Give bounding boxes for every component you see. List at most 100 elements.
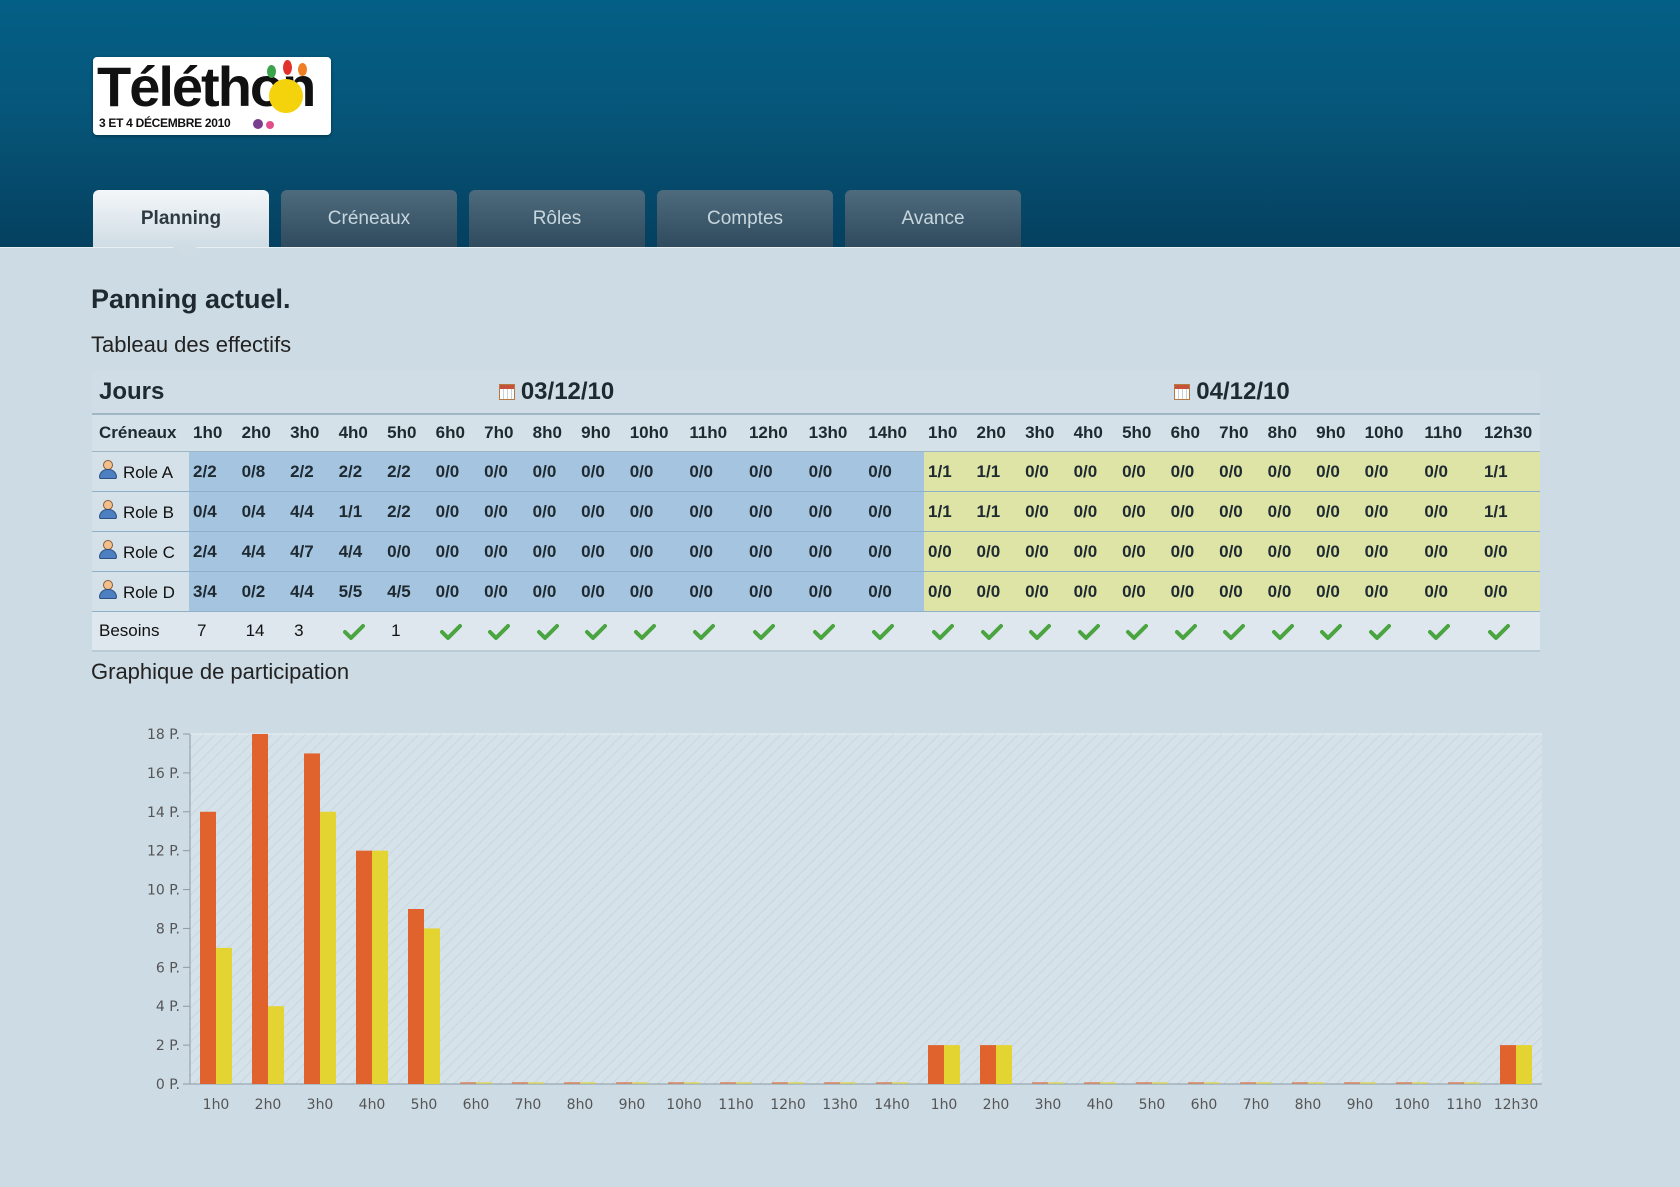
bar-series-1[interactable]	[876, 1082, 892, 1084]
bar-series-2[interactable]	[424, 928, 440, 1084]
bar-series-2[interactable]	[1204, 1082, 1220, 1084]
y-tick-label: 16 P.	[147, 766, 180, 782]
bar-series-1[interactable]	[1032, 1082, 1048, 1084]
bar-series-1[interactable]	[512, 1082, 528, 1084]
staffing-cell: 0/0	[924, 571, 973, 612]
staffing-cell: 4/4	[237, 531, 287, 572]
plot-area	[190, 734, 1542, 1084]
bar-series-1[interactable]	[460, 1082, 476, 1084]
bar-series-2[interactable]	[372, 850, 388, 1084]
slot-header: 7h0	[1215, 413, 1264, 452]
staffing-cell: 0/0	[864, 451, 925, 492]
bar-series-1[interactable]	[252, 734, 268, 1084]
staffing-cell: 0/0	[744, 531, 805, 572]
staffing-cell: 0/0	[864, 531, 925, 572]
table-title: Tableau des effectifs	[91, 332, 292, 357]
staffing-cell: 1/1	[924, 491, 973, 532]
user-icon	[99, 540, 117, 560]
staffing-cell: 5/5	[334, 571, 384, 612]
role-label[interactable]: Role D	[92, 571, 190, 612]
role-label[interactable]: Role B	[92, 491, 190, 532]
x-tick-label: 1h0	[203, 1097, 230, 1113]
check-icon	[812, 623, 835, 640]
bar-series-1[interactable]	[1292, 1082, 1308, 1084]
tab-avance[interactable]: Avance	[845, 190, 1021, 247]
bar-series-1[interactable]	[1084, 1082, 1100, 1084]
bar-series-2[interactable]	[1100, 1082, 1116, 1084]
logo-pink-dot	[266, 121, 274, 129]
staffing-cell: 0/0	[1420, 571, 1480, 612]
bar-series-2[interactable]	[1360, 1082, 1376, 1084]
bar-series-1[interactable]	[1448, 1082, 1464, 1084]
staffing-cell: 0/0	[577, 451, 626, 492]
needs-cell	[864, 611, 925, 652]
bar-series-1[interactable]	[720, 1082, 736, 1084]
bar-series-1[interactable]	[200, 811, 216, 1084]
bar-series-2[interactable]	[996, 1045, 1012, 1084]
bar-series-1[interactable]	[616, 1082, 632, 1084]
bar-series-1[interactable]	[1188, 1082, 1204, 1084]
bar-series-1[interactable]	[304, 753, 320, 1084]
bar-series-2[interactable]	[1464, 1082, 1480, 1084]
role-label[interactable]: Role C	[92, 531, 190, 572]
bar-series-1[interactable]	[1240, 1082, 1256, 1084]
bar-series-2[interactable]	[580, 1082, 596, 1084]
x-tick-label: 11h0	[718, 1097, 754, 1113]
bar-series-2[interactable]	[216, 947, 232, 1084]
bar-series-2[interactable]	[632, 1082, 648, 1084]
bar-series-1[interactable]	[928, 1045, 944, 1084]
check-icon	[932, 623, 955, 640]
x-tick-label: 2h0	[255, 1097, 282, 1113]
x-tick-label: 10h0	[666, 1097, 702, 1113]
bar-series-2[interactable]	[736, 1082, 752, 1084]
bar-series-1[interactable]	[668, 1082, 684, 1084]
staffing-cell: 0/0	[744, 451, 805, 492]
bar-series-2[interactable]	[320, 811, 336, 1084]
slot-header: 1h0	[189, 413, 238, 452]
bar-series-1[interactable]	[1136, 1082, 1152, 1084]
staffing-cell: 0/0	[1069, 491, 1119, 532]
bar-series-1[interactable]	[980, 1045, 996, 1084]
table-row: Role B 0/4 0/4 4/4 1/1 2/2 0/0 0/0 0/0 0/0 0/0 0/0 0…	[92, 491, 1540, 532]
staffing-cell: 0/0	[1263, 571, 1313, 612]
bar-series-1[interactable]	[772, 1082, 788, 1084]
tab-creneaux[interactable]: Créneaux	[281, 190, 457, 247]
staffing-cell: 2/2	[383, 451, 432, 492]
telethon-logo[interactable]: Téléthon 3 ET 4 DÉCEMBRE 2010	[93, 57, 331, 135]
bar-series-2[interactable]	[788, 1082, 804, 1084]
tab-planning[interactable]: Planning	[93, 190, 269, 259]
staffing-cell: 0/0	[1118, 531, 1167, 572]
bar-series-2[interactable]	[684, 1082, 700, 1084]
staffing-cell: 0/0	[1118, 451, 1167, 492]
tab-roles[interactable]: Rôles	[469, 190, 645, 247]
staffing-cell: 0/0	[480, 451, 529, 492]
bar-series-2[interactable]	[840, 1082, 856, 1084]
bar-series-1[interactable]	[1344, 1082, 1360, 1084]
logo-purple-dot	[253, 119, 263, 129]
bar-series-2[interactable]	[1048, 1082, 1064, 1084]
user-icon	[99, 460, 117, 480]
check-icon	[439, 623, 462, 640]
y-tick-label: 10 P.	[147, 883, 180, 899]
tab-comptes[interactable]: Comptes	[657, 190, 833, 247]
bar-series-1[interactable]	[564, 1082, 580, 1084]
slot-header: 2h0	[237, 413, 287, 452]
bar-series-1[interactable]	[1500, 1045, 1516, 1084]
bar-series-1[interactable]	[356, 850, 372, 1084]
bar-series-2[interactable]	[892, 1082, 908, 1084]
bar-series-2[interactable]	[528, 1082, 544, 1084]
y-tick-label: 8 P.	[156, 921, 180, 937]
bar-series-2[interactable]	[1412, 1082, 1428, 1084]
bar-series-1[interactable]	[1396, 1082, 1412, 1084]
bar-series-2[interactable]	[1152, 1082, 1168, 1084]
bar-series-2[interactable]	[1308, 1082, 1324, 1084]
bar-series-2[interactable]	[944, 1045, 960, 1084]
bar-series-2[interactable]	[476, 1082, 492, 1084]
bar-series-2[interactable]	[268, 1006, 284, 1084]
staffing-cell: 0/0	[1166, 491, 1216, 532]
bar-series-2[interactable]	[1516, 1045, 1532, 1084]
bar-series-2[interactable]	[1256, 1082, 1272, 1084]
role-label[interactable]: Role A	[92, 451, 190, 492]
bar-series-1[interactable]	[824, 1082, 840, 1084]
bar-series-1[interactable]	[408, 909, 424, 1084]
